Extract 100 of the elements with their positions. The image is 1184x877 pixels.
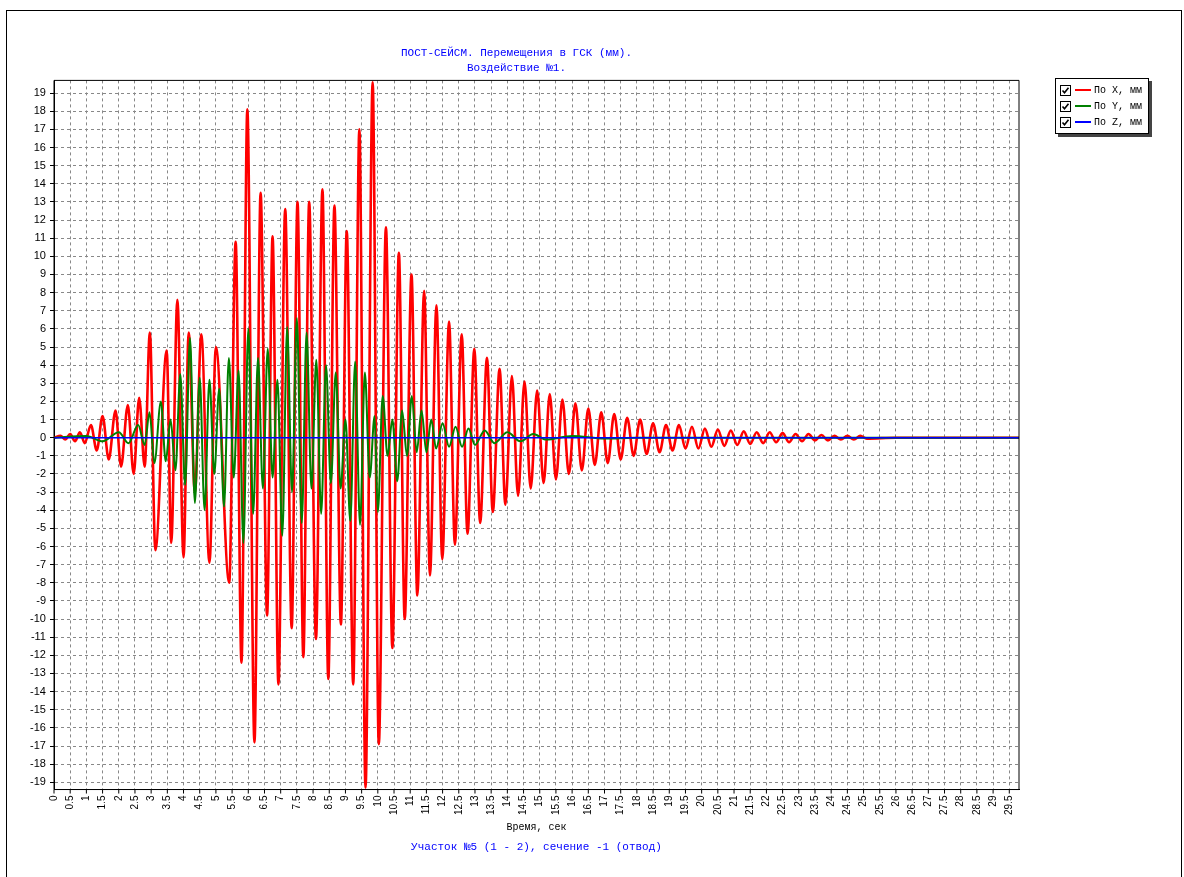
x-tick-label: 19 [663, 795, 675, 807]
x-tick-label: 7.5 [290, 795, 302, 810]
chart-title: ПОСТ-СЕЙСМ. Перемещения в ГСК (мм). [400, 45, 633, 59]
y-tick-label: 13 [33, 194, 46, 207]
legend-label: По X, мм [1094, 84, 1143, 96]
x-tick-label: 6.5 [258, 795, 270, 810]
y-tick-label: 4 [39, 358, 46, 371]
x-tick-label: 14.5 [517, 795, 529, 816]
y-tick-label: -9 [36, 593, 46, 606]
y-tick-label: 12 [33, 213, 46, 226]
y-tick-label: 10 [33, 249, 46, 262]
x-tick-label: 18.5 [646, 795, 658, 816]
x-tick-label: 8.5 [323, 795, 334, 810]
x-tick-label: 19.5 [679, 795, 691, 816]
y-tick-label: -10 [30, 612, 46, 625]
y-tick-label: -18 [30, 757, 46, 770]
text: Участок №5 (1 - 2), сечение -1 (отвод) [411, 840, 662, 853]
x-tick-label: 27 [922, 795, 934, 807]
y-tick-label: 11 [34, 231, 46, 244]
x-tick-label: 20 [695, 795, 707, 807]
x-tick-label: 28 [954, 795, 966, 807]
x-tick-label: 7 [274, 795, 286, 802]
y-tick-label: 7 [39, 303, 46, 316]
x-tick-label: 24.5 [841, 795, 853, 816]
y-tick-label: 15 [33, 158, 46, 171]
x-tick-label: 1.5 [96, 795, 108, 810]
x-tick-label: 3 [144, 795, 156, 802]
y-tick-label: -5 [36, 521, 46, 534]
y-tick-label: -7 [36, 557, 46, 570]
x-tick-label: 14 [501, 795, 513, 807]
legend-label: По Z, мм [1094, 116, 1143, 128]
x-tick-label: 23 [792, 795, 804, 807]
y-tick-label: 14 [33, 176, 46, 189]
x-tick-label: 12 [436, 795, 448, 807]
x-tick-label: 24 [824, 795, 836, 807]
y-tick-label: -16 [30, 720, 46, 733]
x-tick-label: 25.5 [873, 795, 885, 816]
x-tick-label: 26.5 [905, 795, 917, 816]
y-tick-label: 1 [39, 412, 46, 425]
x-tick-label: 15.5 [549, 795, 561, 816]
x-tick-label: 22.5 [776, 795, 788, 816]
x-tick-label: 4 [177, 795, 189, 802]
x-tick-label: 1 [80, 795, 92, 802]
x-tick-label: 26 [889, 795, 901, 807]
y-tick-label: -19 [30, 775, 46, 788]
x-tick-label: 10 [371, 795, 383, 807]
x-tick-label: 20.5 [711, 795, 723, 816]
x-tick-label: 17.5 [614, 795, 626, 816]
x-tick-label: 10.5 [387, 795, 399, 816]
y-tick-label: 18 [33, 104, 46, 117]
y-tick-label: -3 [36, 485, 46, 498]
y-tick-label: -8 [36, 575, 46, 588]
y-tick-label: -13 [30, 666, 46, 679]
y-tick-label: 19 [33, 86, 46, 99]
x-tick-label: 29 [986, 795, 998, 807]
x-tick-label: 21 [727, 795, 739, 807]
x-tick-label: 5 [209, 795, 221, 802]
y-tick-label: -17 [30, 739, 46, 752]
x-tick-label: 27.5 [938, 795, 950, 816]
x-tick-label: 13 [468, 795, 480, 807]
x-tick-label: 18 [630, 795, 642, 807]
x-tick-label: 13.5 [484, 795, 496, 816]
x-tick-label: 2 [112, 795, 124, 802]
y-tick-label: -6 [36, 539, 46, 552]
y-tick-label: -15 [30, 702, 46, 715]
x-tick-label: 6 [242, 795, 254, 802]
x-tick-label: 11.5 [420, 795, 432, 815]
y-tick-label: 5 [39, 340, 46, 353]
y-tick-label: 9 [39, 267, 46, 280]
y-tick-label: -1 [36, 448, 46, 461]
x-tick-label: 29.5 [1003, 795, 1015, 816]
y-tick-label: 3 [39, 376, 46, 389]
x-tick-label: 9.5 [355, 795, 367, 810]
chart-subtitle: Воздействие №1. [466, 61, 567, 74]
x-tick-label: 17 [598, 795, 610, 807]
y-tick-label: 6 [39, 321, 46, 334]
y-tick-label: 0 [39, 430, 46, 443]
y-tick-label: -14 [30, 684, 46, 697]
x-tick-label: 11 [403, 795, 415, 806]
x-tick-label: 16 [565, 795, 577, 807]
x-tick-label: 2.5 [128, 795, 140, 810]
x-tick-label: 16.5 [582, 795, 594, 816]
x-tick-label: 8 [306, 795, 318, 802]
x-axis-title: Время, сек [506, 821, 567, 833]
x-tick-label: 21.5 [743, 795, 755, 816]
x-tick-label: 3.5 [161, 795, 173, 810]
x-tick-label: 0.5 [63, 795, 75, 810]
x-tick-label: 22 [760, 795, 772, 807]
x-tick-label: 12.5 [452, 795, 464, 816]
line-series [54, 316, 1019, 544]
x-tick-label: 25 [857, 795, 869, 807]
x-tick-label: 4.5 [193, 795, 205, 810]
y-tick-label: 2 [39, 394, 46, 407]
x-tick-label: 9 [339, 795, 351, 802]
legend-label: По Y, мм [1094, 100, 1143, 112]
x-tick-label: 23.5 [808, 795, 820, 816]
y-tick-label: 16 [33, 140, 46, 153]
x-tick-label: 0 [47, 795, 59, 802]
y-tick-label: -12 [30, 648, 46, 661]
x-tick-label: 28.5 [970, 795, 982, 816]
